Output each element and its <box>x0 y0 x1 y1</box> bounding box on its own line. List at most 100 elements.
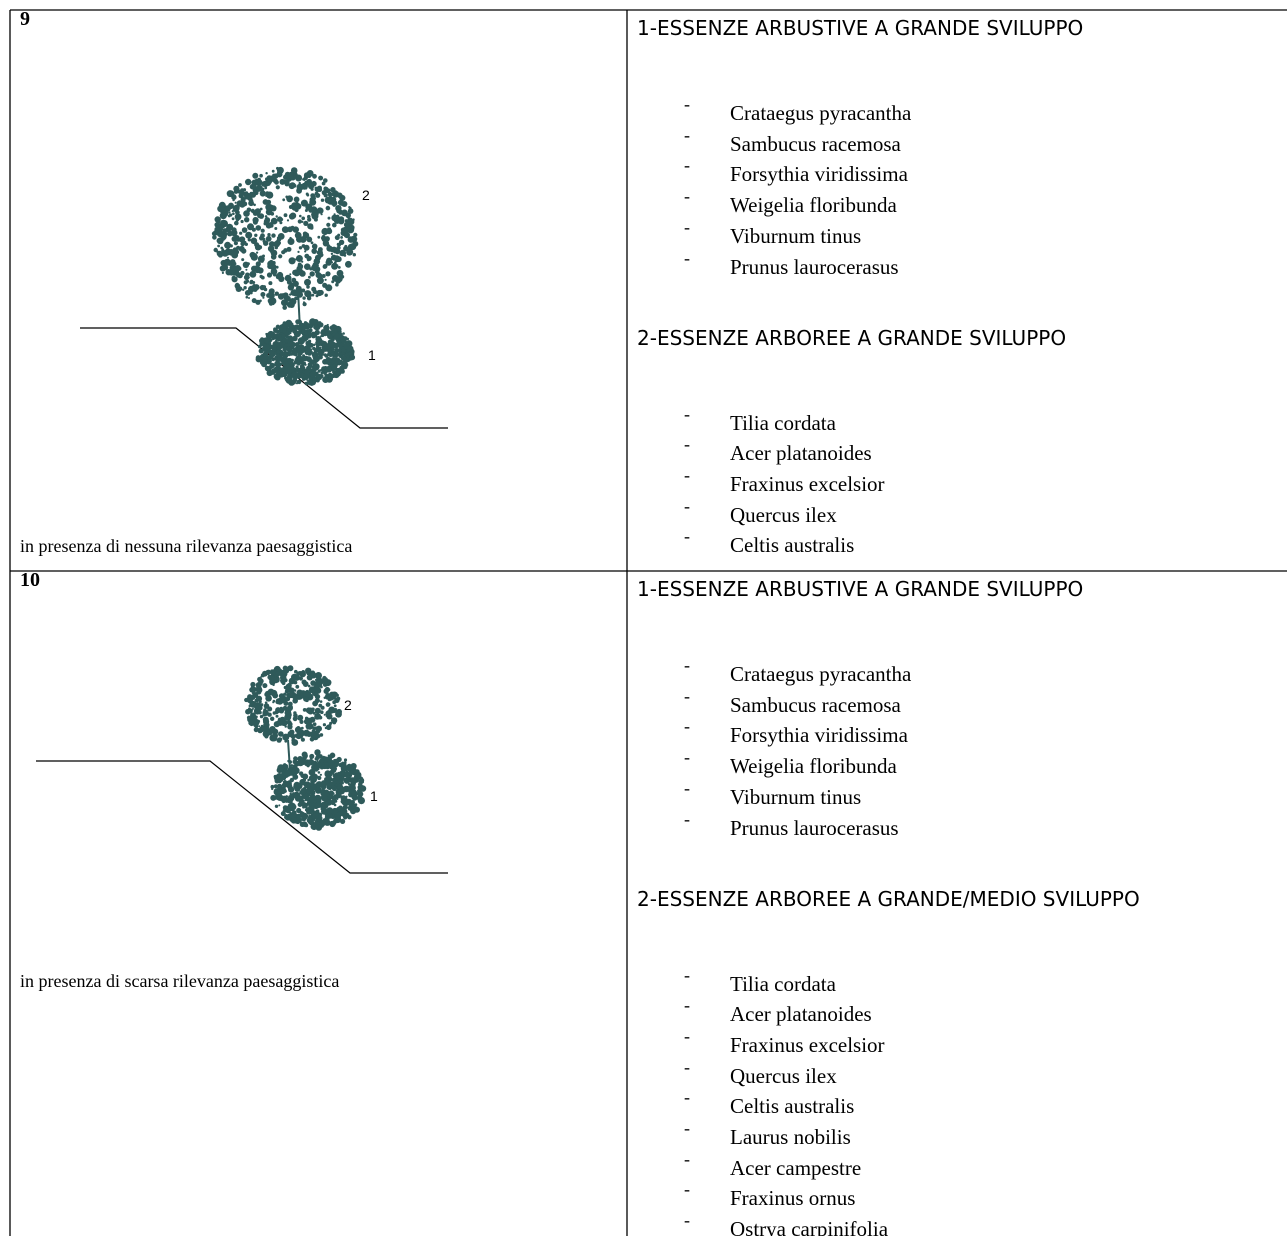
foliage <box>338 216 345 223</box>
foliage <box>276 271 284 279</box>
foliage <box>248 720 254 726</box>
foliage <box>290 225 295 230</box>
foliage <box>256 719 261 724</box>
foliage <box>332 276 338 281</box>
foliage <box>344 244 348 248</box>
foliage <box>341 776 345 780</box>
foliage <box>231 251 239 259</box>
foliage <box>294 324 300 330</box>
foliage <box>264 186 268 190</box>
foliage <box>324 278 327 281</box>
foliage <box>317 235 321 239</box>
foliage <box>339 252 343 256</box>
list-marker: - <box>684 124 690 145</box>
foliage <box>270 784 275 789</box>
foliage <box>309 753 315 759</box>
foliage <box>244 192 251 200</box>
foliage <box>306 379 310 382</box>
foliage <box>317 273 323 279</box>
foliage <box>356 795 363 801</box>
foliage <box>260 233 265 239</box>
foliage <box>236 237 241 242</box>
foliage <box>302 814 307 819</box>
foliage <box>293 692 296 695</box>
foliage <box>275 265 279 269</box>
foliage <box>284 181 290 187</box>
list-marker: - <box>684 495 690 516</box>
foliage <box>324 770 332 777</box>
foliage <box>269 333 274 339</box>
foliage <box>297 250 300 253</box>
foliage <box>265 172 268 175</box>
foliage <box>241 258 245 262</box>
foliage <box>214 222 220 228</box>
foliage <box>244 697 249 703</box>
foliage <box>268 241 275 248</box>
foliage <box>253 189 259 194</box>
foliage <box>281 681 286 686</box>
foliage <box>318 321 322 325</box>
foliage <box>303 781 307 786</box>
foliage <box>306 296 312 301</box>
foliage <box>234 201 237 204</box>
foliage <box>271 368 275 372</box>
foliage <box>270 205 277 212</box>
foliage <box>278 804 281 807</box>
foliage <box>270 249 278 257</box>
foliage <box>350 768 358 776</box>
foliage <box>275 714 279 718</box>
foliage <box>283 372 286 375</box>
foliage <box>310 680 316 686</box>
foliage <box>284 805 289 810</box>
foliage <box>272 302 275 306</box>
foliage <box>352 218 355 221</box>
foliage <box>328 376 331 380</box>
foliage <box>242 188 247 192</box>
foliage <box>331 200 338 207</box>
foliage <box>301 288 306 293</box>
foliage <box>299 694 304 699</box>
foliage <box>276 722 280 726</box>
foliage <box>331 373 336 379</box>
foliage <box>320 794 328 802</box>
foliage <box>328 762 336 770</box>
list-marker: - <box>684 1056 690 1077</box>
foliage <box>284 295 291 302</box>
foliage <box>305 192 309 196</box>
foliage <box>245 178 252 186</box>
list-marker: - <box>684 403 690 424</box>
foliage <box>327 697 332 702</box>
foliage <box>282 346 288 352</box>
list-marker: - <box>684 216 690 237</box>
foliage <box>317 249 323 256</box>
foliage <box>293 756 298 761</box>
foliage <box>303 220 309 226</box>
foliage <box>330 252 334 255</box>
list-marker: - <box>684 186 690 207</box>
foliage <box>262 670 268 677</box>
foliage <box>305 717 313 725</box>
foliage <box>231 276 238 283</box>
foliage <box>327 797 330 800</box>
foliage <box>229 264 236 272</box>
foliage <box>337 266 341 269</box>
list-marker: - <box>684 685 690 706</box>
foliage <box>221 250 229 257</box>
foliage <box>256 285 259 288</box>
tree-illustrations <box>211 166 367 831</box>
foliage <box>335 710 342 718</box>
foliage <box>330 341 337 349</box>
foliage <box>343 758 348 762</box>
foliage <box>258 213 265 219</box>
foliage <box>295 684 300 689</box>
foliage <box>321 802 329 810</box>
foliage <box>335 282 339 287</box>
foliage <box>254 267 260 274</box>
foliage <box>267 706 273 712</box>
foliage <box>289 212 297 219</box>
species-item: Acer platanoides <box>730 1002 872 1027</box>
foliage <box>276 335 279 338</box>
foliage <box>310 672 317 679</box>
foliage <box>340 236 343 239</box>
foliage <box>247 232 251 236</box>
